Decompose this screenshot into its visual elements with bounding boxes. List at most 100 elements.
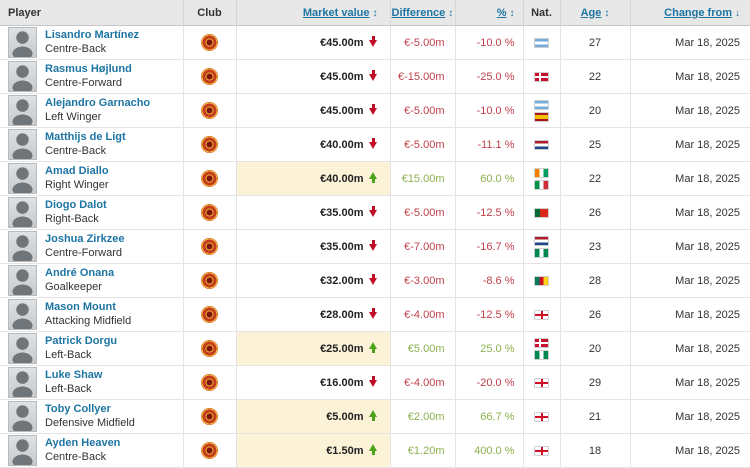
header-difference-link[interactable]: Difference xyxy=(391,6,446,19)
player-photo[interactable] xyxy=(8,231,37,262)
percent-value: -25.0 % xyxy=(476,70,515,83)
player-name-link[interactable]: Lisandro Martínez xyxy=(45,28,140,41)
player-photo[interactable] xyxy=(8,401,37,432)
change-from-date: Mar 18, 2025 xyxy=(675,342,740,355)
market-value: €25.00m xyxy=(320,343,364,355)
player-photo[interactable] xyxy=(8,197,37,228)
player-row: Rasmus Højlund Centre-Forward €45.00m €-… xyxy=(0,59,750,94)
player-row: Mason Mount Attacking Midfield €28.00m €… xyxy=(0,297,750,332)
market-value: €45.00m xyxy=(320,71,364,83)
club-crest-icon[interactable] xyxy=(201,34,218,51)
player-name-link[interactable]: Amad Diallo xyxy=(45,164,109,177)
sort-both-icon[interactable]: ↕ xyxy=(448,7,454,19)
player-name-link[interactable]: Luke Shaw xyxy=(45,368,103,381)
difference-value: €1.20m xyxy=(407,444,445,457)
nationality-cell xyxy=(522,433,560,468)
player-name-link[interactable]: Diogo Dalot xyxy=(45,198,107,211)
club-crest-icon[interactable] xyxy=(201,408,218,425)
market-value-cell: €5.00m xyxy=(235,399,390,434)
trend-up-arrow-icon xyxy=(368,410,378,421)
nationality-flags xyxy=(525,309,559,320)
player-position: Centre-Forward xyxy=(45,246,123,259)
player-photo[interactable] xyxy=(8,61,37,92)
header-change-from[interactable]: Change from ↓ xyxy=(629,0,750,26)
player-cell: Diogo Dalot Right-Back xyxy=(0,195,183,230)
difference-value: €-4.00m xyxy=(404,376,445,389)
header-age[interactable]: Age ↕ xyxy=(559,0,630,26)
club-crest-icon[interactable] xyxy=(201,136,218,153)
age-value: 26 xyxy=(588,308,602,321)
club-crest-icon[interactable] xyxy=(201,102,218,119)
player-name-link[interactable]: Mason Mount xyxy=(45,300,116,313)
sort-both-icon[interactable]: ↕ xyxy=(372,7,378,19)
market-value-cell: €45.00m xyxy=(235,93,390,128)
player-name-link[interactable]: André Onana xyxy=(45,266,115,279)
club-crest-icon[interactable] xyxy=(201,170,218,187)
header-market-value[interactable]: Market value ↕ xyxy=(235,0,390,26)
player-name-link[interactable]: Alejandro Garnacho xyxy=(45,96,151,109)
flag-argentina-icon xyxy=(534,37,549,48)
difference-cell: €2.00m xyxy=(389,399,455,434)
percent-cell: -10.0 % xyxy=(454,93,523,128)
club-cell xyxy=(182,93,236,128)
difference-cell: €-4.00m xyxy=(389,365,455,400)
club-crest-icon[interactable] xyxy=(201,442,218,459)
club-crest-icon[interactable] xyxy=(201,340,218,357)
header-age-link[interactable]: Age xyxy=(580,6,602,19)
change-from-date: Mar 18, 2025 xyxy=(675,104,740,117)
player-name-link[interactable]: Toby Collyer xyxy=(45,402,111,415)
market-value-cell: €32.00m xyxy=(235,263,390,298)
sort-desc-icon[interactable]: ↓ xyxy=(735,7,740,19)
trend-up-arrow-icon xyxy=(368,444,378,455)
club-crest-icon[interactable] xyxy=(201,204,218,221)
player-cell: Ayden Heaven Centre-Back xyxy=(0,433,183,468)
player-photo[interactable] xyxy=(8,95,37,126)
club-cell xyxy=(182,365,236,400)
market-value: €45.00m xyxy=(320,37,364,49)
player-name-link[interactable]: Matthijs de Ligt xyxy=(45,130,126,143)
player-name-link[interactable]: Patrick Dorgu xyxy=(45,334,118,347)
flag-ivory-coast-icon xyxy=(534,167,549,178)
header-player: Player xyxy=(0,0,183,26)
player-photo[interactable] xyxy=(8,27,37,58)
difference-value: €2.00m xyxy=(407,410,445,423)
club-cell xyxy=(182,127,236,162)
table-body: Lisandro Martínez Centre-Back €45.00m €-… xyxy=(0,25,750,468)
header-difference[interactable]: Difference ↕ xyxy=(389,0,455,26)
nationality-flags xyxy=(525,377,559,388)
club-crest-icon[interactable] xyxy=(201,374,218,391)
flag-england-icon xyxy=(534,377,549,388)
player-row: André Onana Goalkeeper €32.00m €-3.00m -… xyxy=(0,263,750,298)
header-percent-link[interactable]: % xyxy=(496,6,507,19)
club-crest-icon[interactable] xyxy=(201,238,218,255)
percent-value: -8.6 % xyxy=(482,274,515,287)
player-name-link[interactable]: Rasmus Højlund xyxy=(45,62,132,75)
market-value-cell: €25.00m xyxy=(235,331,390,366)
club-crest-icon[interactable] xyxy=(201,272,218,289)
club-crest-icon[interactable] xyxy=(201,68,218,85)
player-photo[interactable] xyxy=(8,129,37,160)
player-cell: Toby Collyer Defensive Midfield xyxy=(0,399,183,434)
player-name-link[interactable]: Ayden Heaven xyxy=(45,436,121,449)
player-cell: Rasmus Højlund Centre-Forward xyxy=(0,59,183,94)
player-photo[interactable] xyxy=(8,163,37,194)
sort-both-icon[interactable]: ↕ xyxy=(509,7,515,19)
percent-value: -20.0 % xyxy=(476,376,515,389)
player-photo[interactable] xyxy=(8,333,37,364)
header-percent[interactable]: % ↕ xyxy=(454,0,523,26)
player-photo[interactable] xyxy=(8,265,37,296)
percent-cell: -20.0 % xyxy=(454,365,523,400)
player-photo[interactable] xyxy=(8,299,37,330)
player-name-link[interactable]: Joshua Zirkzee xyxy=(45,232,125,245)
header-change-from-link[interactable]: Change from xyxy=(664,6,732,19)
header-market-value-link[interactable]: Market value xyxy=(302,6,370,19)
trend-down-arrow-icon xyxy=(368,240,378,251)
market-value: €1.50m xyxy=(326,445,364,457)
sort-both-icon[interactable]: ↕ xyxy=(604,7,610,19)
trend-down-arrow-icon xyxy=(368,274,378,285)
header-player-label: Player xyxy=(8,6,42,19)
club-cell xyxy=(182,25,236,60)
player-photo[interactable] xyxy=(8,435,37,466)
club-crest-icon[interactable] xyxy=(201,306,218,323)
player-photo[interactable] xyxy=(8,367,37,398)
